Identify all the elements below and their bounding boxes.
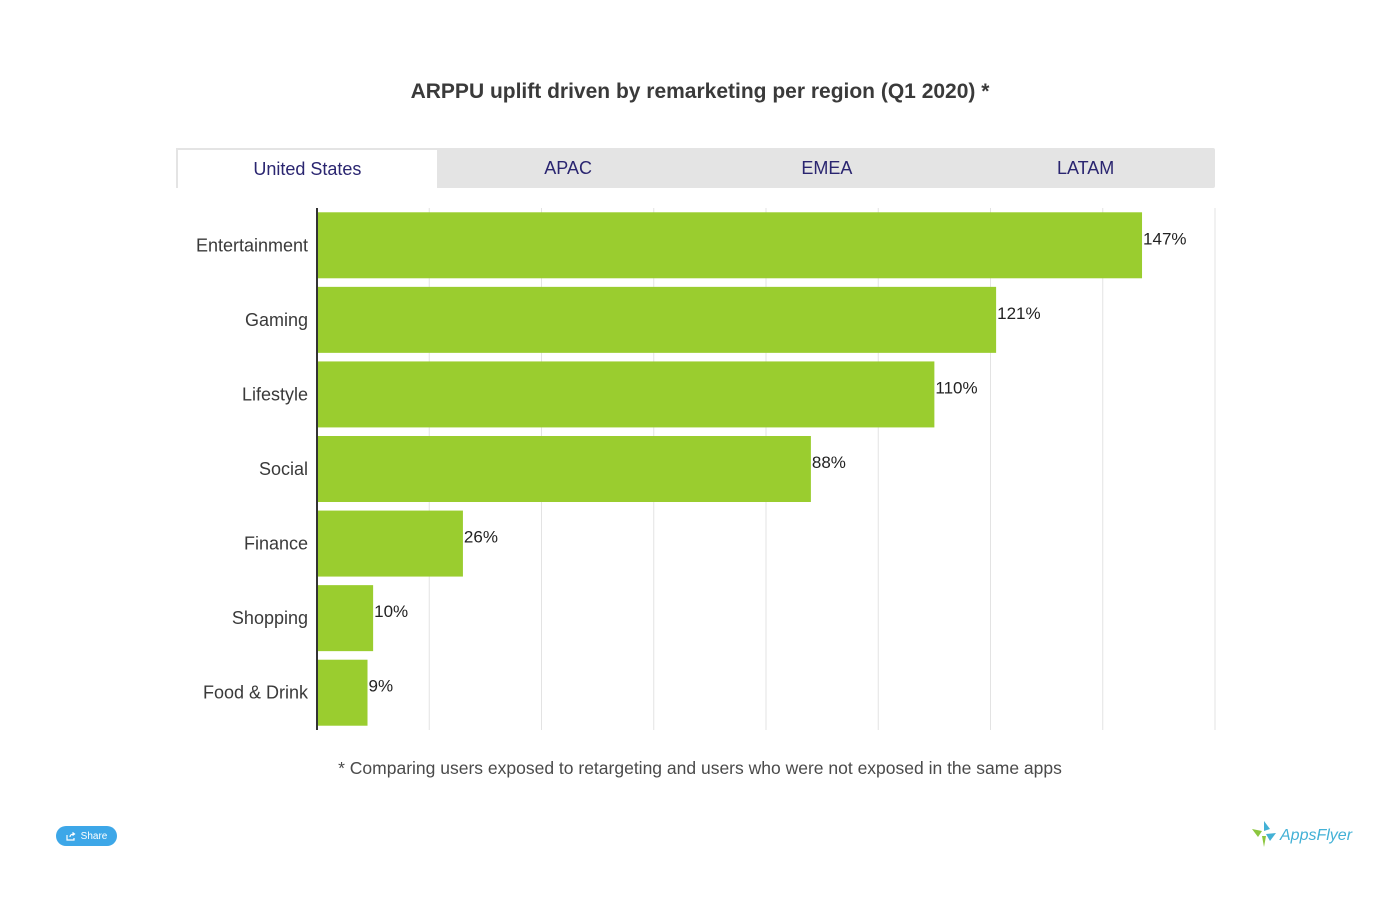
bar xyxy=(317,361,935,428)
appsflyer-logo: AppsFlyer xyxy=(1252,820,1353,852)
category-label: Lifestyle xyxy=(242,384,308,404)
category-label: Shopping xyxy=(232,608,308,628)
data-label: 10% xyxy=(374,602,408,621)
bar xyxy=(317,436,811,502)
tab-emea[interactable]: EMEA xyxy=(801,157,853,178)
category-label: Gaming xyxy=(245,310,308,330)
data-label: 9% xyxy=(369,677,394,696)
category-label: Social xyxy=(259,459,308,479)
bar xyxy=(317,510,463,577)
tab-apac[interactable]: APAC xyxy=(544,157,592,178)
logo-text: AppsFlyer xyxy=(1280,827,1353,844)
share-icon xyxy=(66,831,76,841)
data-label: 110% xyxy=(935,378,977,397)
tab-united-states[interactable]: United States xyxy=(176,148,439,188)
appsflyer-logo-icon xyxy=(1252,820,1276,852)
share-label: Share xyxy=(80,830,108,842)
bar xyxy=(317,585,374,652)
tab-latam[interactable]: LATAM xyxy=(1056,157,1115,178)
data-label: 88% xyxy=(812,453,846,472)
region-tabs: United States APAC EMEA LATAM xyxy=(176,148,1215,188)
data-label: 147% xyxy=(1143,229,1186,248)
bar xyxy=(317,286,997,353)
data-label: 26% xyxy=(464,528,498,547)
chart-title: ARPPU uplift driven by remarketing per r… xyxy=(410,80,990,103)
category-label: Entertainment xyxy=(196,235,308,255)
category-label: Finance xyxy=(244,534,308,554)
share-button[interactable]: Share xyxy=(56,826,117,846)
data-label: 121% xyxy=(997,304,1040,323)
bar xyxy=(317,659,368,726)
category-label: Food & Drink xyxy=(203,683,309,703)
footnote: * Comparing users exposed to retargeting… xyxy=(338,758,1062,778)
bar xyxy=(317,212,1143,279)
